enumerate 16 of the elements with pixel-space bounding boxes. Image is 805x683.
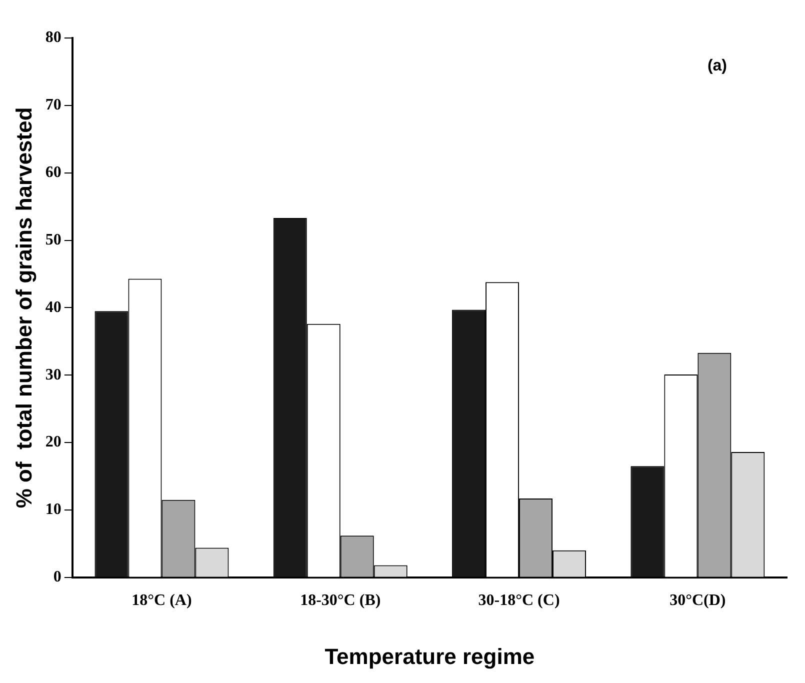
y-tick-label: 20: [45, 434, 62, 451]
y-tick-label: 80: [45, 29, 62, 46]
x-axis-title: Temperature regime: [324, 644, 535, 669]
y-tick-label: 30: [45, 366, 62, 384]
y-tick-label: 50: [45, 231, 62, 248]
y-tick-label: 60: [45, 164, 62, 181]
y-tick-label: 0: [53, 568, 62, 586]
y-tick-label: 10: [45, 501, 62, 518]
x-tick-label: 18°C (A): [132, 592, 192, 610]
x-tick-label: 30°C(D): [670, 592, 726, 610]
y-tick-label: 70: [45, 96, 62, 114]
y-axis-title: % of total number of grains harvested: [11, 107, 36, 508]
y-tick-label: 40: [45, 298, 62, 316]
annotation: (a): [707, 57, 727, 74]
x-tick-label: 18-30°C (B): [300, 592, 381, 610]
x-tick-label: 30-18°C (C): [478, 592, 560, 610]
